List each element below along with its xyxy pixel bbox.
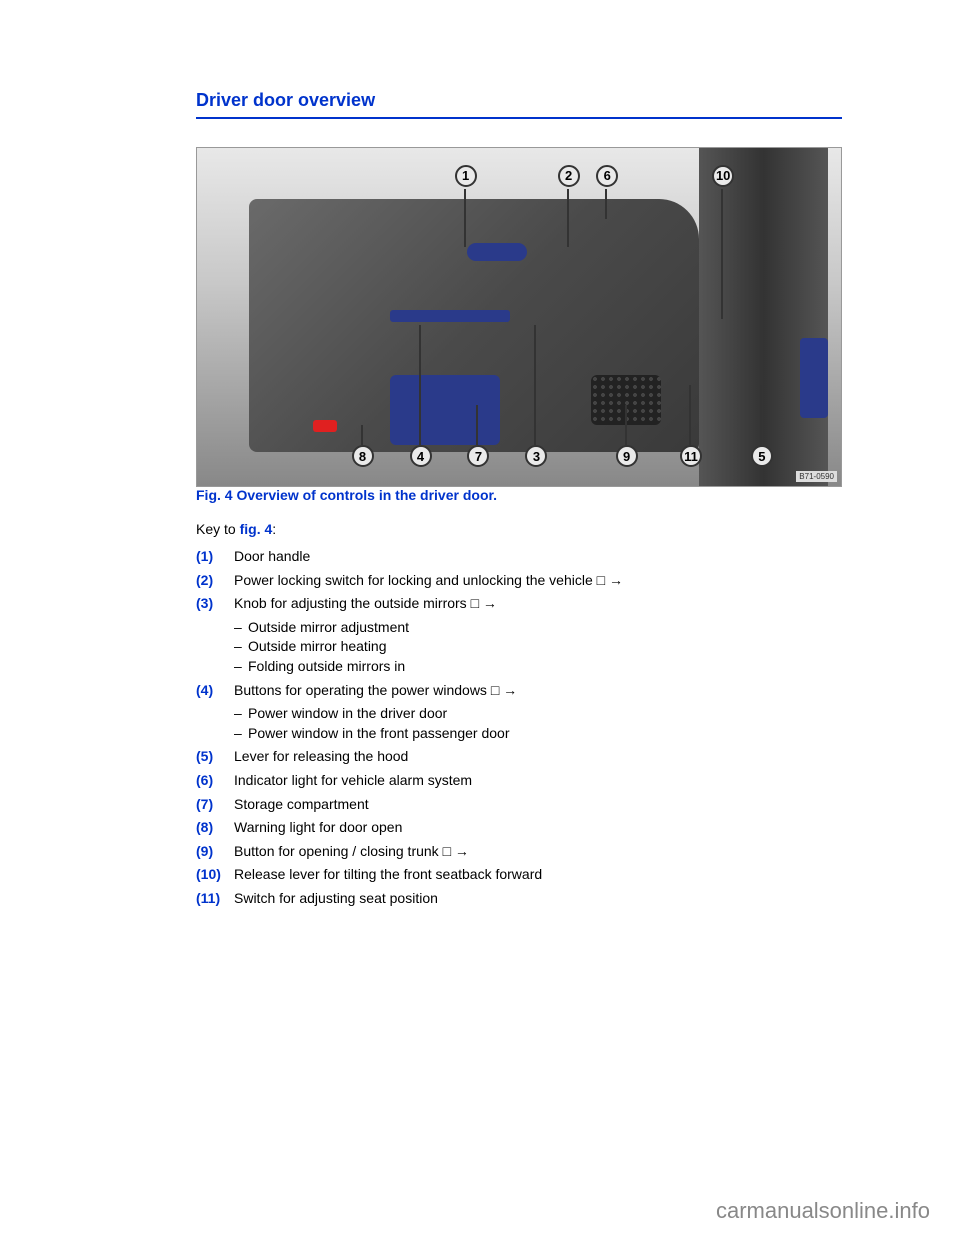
callout-line: [567, 189, 569, 247]
key-legend-item: (6)Indicator light for vehicle alarm sys…: [196, 771, 842, 791]
callout-line: [361, 425, 363, 445]
callout-9: 9: [616, 445, 638, 467]
key-sub-item: Power window in the driver door: [234, 704, 842, 724]
warning-light-shape: [313, 420, 337, 432]
key-item-number: (10): [196, 865, 234, 885]
key-item-text: Door handle: [234, 547, 310, 567]
figure-reference: fig. 4: [240, 521, 273, 537]
callout-4: 4: [410, 445, 432, 467]
key-legend-intro: Key to fig. 4:: [196, 521, 842, 537]
key-sub-item: Outside mirror heating: [234, 637, 842, 657]
key-item-number: (2): [196, 571, 234, 591]
callout-line: [689, 385, 691, 445]
window-switch-shape: [390, 310, 510, 322]
key-item-number: (5): [196, 747, 234, 767]
callout-line: [721, 189, 723, 319]
key-item-text: Power locking switch for locking and unl…: [234, 571, 623, 591]
callout-line: [476, 405, 478, 445]
key-sub-item: Outside mirror adjustment: [234, 618, 842, 638]
key-item-text: Buttons for operating the power windows …: [234, 681, 517, 701]
key-sub-item: Folding outside mirrors in: [234, 657, 842, 677]
callout-line: [419, 325, 421, 445]
key-item-number: (7): [196, 795, 234, 815]
key-legend-item: (10)Release lever for tilting the front …: [196, 865, 842, 885]
key-item-text: Warning light for door open: [234, 818, 402, 838]
callout-7: 7: [467, 445, 489, 467]
callout-10: 10: [712, 165, 734, 187]
callout-6: 6: [596, 165, 618, 187]
figure-image: 1 2 6 10 8 4 7 3 9 11 5 B71-0590: [196, 147, 842, 487]
callout-8: 8: [352, 445, 374, 467]
callout-line: [625, 405, 627, 445]
key-item-number: (6): [196, 771, 234, 791]
callout-3: 3: [525, 445, 547, 467]
key-legend-item: (1)Door handle: [196, 547, 842, 567]
callout-line: [534, 325, 536, 445]
pillar-handle-shape: [800, 338, 828, 418]
key-legend-item: (2)Power locking switch for locking and …: [196, 571, 842, 591]
key-intro-prefix: Key to: [196, 521, 240, 537]
key-legend-item: (5)Lever for releasing the hood: [196, 747, 842, 767]
figure-caption: Fig. 4 Overview of controls in the drive…: [196, 487, 842, 503]
callout-line: [605, 189, 607, 219]
storage-bin-shape: [390, 375, 500, 445]
key-legend-item: (3)Knob for adjusting the outside mirror…: [196, 594, 842, 614]
key-item-text: Release lever for tilting the front seat…: [234, 865, 542, 885]
key-item-number: (3): [196, 594, 234, 614]
key-item-number: (1): [196, 547, 234, 567]
key-item-number: (11): [196, 889, 234, 909]
key-legend-item: (9)Button for opening / closing trunk □ …: [196, 842, 842, 862]
key-item-text: Lever for releasing the hood: [234, 747, 408, 767]
key-legend-list: (1)Door handle(2)Power locking switch fo…: [196, 547, 842, 909]
watermark-text: carmanualsonline.info: [716, 1198, 930, 1224]
callout-line: [464, 189, 466, 247]
key-item-text: Indicator light for vehicle alarm system: [234, 771, 472, 791]
b-pillar: [699, 148, 828, 486]
key-item-number: (4): [196, 681, 234, 701]
key-legend-item: (8)Warning light for door open: [196, 818, 842, 838]
key-item-text: Button for opening / closing trunk □ →: [234, 842, 469, 862]
key-item-text: Switch for adjusting seat position: [234, 889, 438, 909]
key-item-number: (9): [196, 842, 234, 862]
figure-source-tag: B71-0590: [796, 471, 837, 482]
callout-line: [760, 385, 762, 445]
door-handle-shape: [467, 243, 527, 261]
key-sub-list: Outside mirror adjustmentOutside mirror …: [234, 618, 842, 677]
callout-1: 1: [455, 165, 477, 187]
callout-2: 2: [558, 165, 580, 187]
key-intro-suffix: :: [272, 521, 276, 537]
key-legend-item: (7)Storage compartment: [196, 795, 842, 815]
key-legend-item: (11)Switch for adjusting seat position: [196, 889, 842, 909]
section-title: Driver door overview: [196, 90, 842, 119]
key-sub-item: Power window in the front passenger door: [234, 724, 842, 744]
key-legend-item: (4)Buttons for operating the power windo…: [196, 681, 842, 701]
figure-container: 1 2 6 10 8 4 7 3 9 11 5 B71-0590: [196, 147, 842, 503]
key-sub-list: Power window in the driver doorPower win…: [234, 704, 842, 743]
key-item-number: (8): [196, 818, 234, 838]
key-item-text: Knob for adjusting the outside mirrors □…: [234, 594, 497, 614]
key-item-text: Storage compartment: [234, 795, 369, 815]
